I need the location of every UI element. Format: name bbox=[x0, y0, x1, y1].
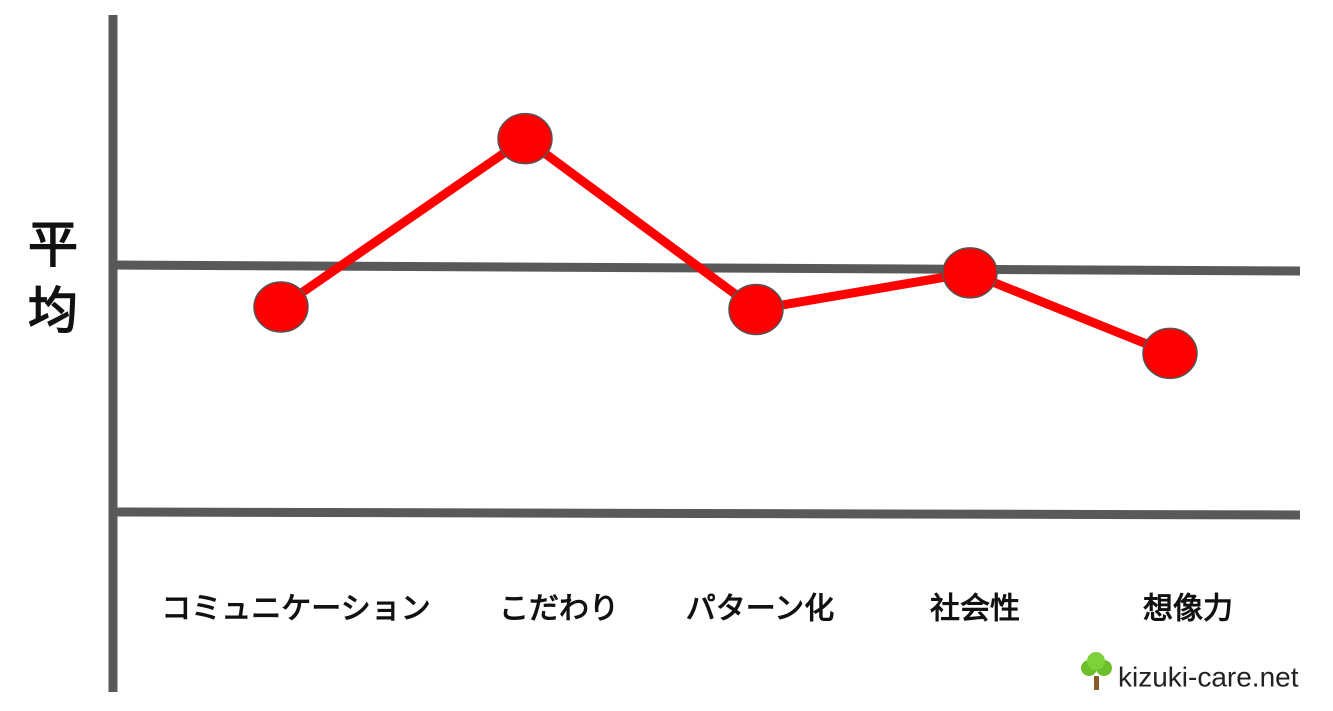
data-point bbox=[728, 283, 784, 336]
data-point bbox=[497, 112, 553, 165]
x-tick-label: こだわり bbox=[499, 592, 619, 627]
watermark-icon bbox=[1081, 652, 1112, 690]
data-point bbox=[1142, 327, 1198, 380]
data-point bbox=[942, 247, 998, 299]
x-tick-label: 社会性 bbox=[930, 592, 1020, 627]
x-tick-label: コミュニケーション bbox=[161, 592, 430, 627]
data-point bbox=[253, 281, 309, 333]
x-tick-label: 想像力 bbox=[1143, 592, 1233, 627]
average-label-char: 均 bbox=[28, 282, 78, 340]
x-tick-label: パターン化 bbox=[686, 592, 835, 627]
average-label-char: 平 bbox=[28, 216, 78, 274]
watermark: kizuki-care.net bbox=[1118, 661, 1299, 692]
average-label: 平均 bbox=[28, 216, 78, 340]
series-line bbox=[278, 133, 1172, 358]
baseline bbox=[112, 507, 1301, 520]
